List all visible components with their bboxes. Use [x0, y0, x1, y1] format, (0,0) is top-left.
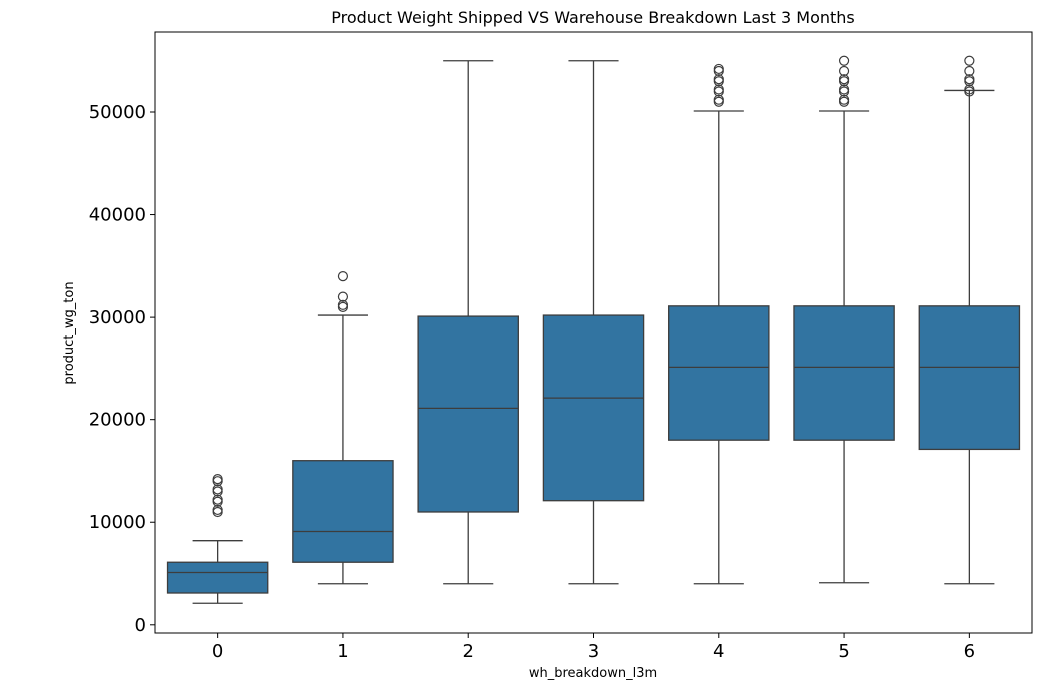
chart-title: Product Weight Shipped VS Warehouse Brea… — [331, 8, 855, 27]
outlier-point — [964, 65, 975, 77]
plot-area: 0 10000 20000 30000 40000 50000 0 1 2 3 4 5 6 — [89, 31, 1033, 662]
box-category-6 — [918, 305, 1021, 451]
outlier-point — [212, 474, 223, 485]
x-tick-label: 4 — [713, 641, 724, 662]
outlier-point — [838, 94, 850, 105]
box-category-1 — [292, 460, 394, 563]
x-tick-label: 2 — [462, 641, 473, 662]
outlier-point — [838, 55, 850, 66]
outlier-point — [838, 96, 850, 107]
outlier-point — [337, 301, 349, 312]
x-axis-label: wh_breakdown_l3m — [529, 666, 657, 681]
x-tick-label: 5 — [838, 641, 849, 662]
outlier-point — [713, 63, 724, 75]
box-category-5 — [793, 305, 895, 441]
outlier-point — [964, 74, 975, 85]
outlier-point — [713, 84, 724, 95]
outlier-point — [964, 55, 975, 66]
outlier-point — [713, 94, 724, 105]
outlier-point — [838, 84, 850, 95]
y-axis-label: product_wg_ton — [62, 281, 77, 384]
box-category-0 — [166, 561, 269, 594]
outlier-point — [713, 74, 724, 85]
outlier-point — [212, 506, 223, 518]
y-tick-label: 40000 — [89, 205, 146, 226]
outlier-point — [337, 291, 349, 302]
outlier-point — [964, 84, 975, 95]
outlier-point — [337, 299, 349, 310]
box-category-4 — [668, 305, 770, 441]
outlier-point — [212, 484, 223, 495]
outlier-point — [337, 270, 349, 282]
outlier-point — [838, 74, 850, 85]
y-tick-label: 0 — [135, 615, 146, 636]
x-tick-label: 6 — [964, 641, 975, 662]
box-category-2 — [417, 315, 519, 513]
y-tick-label: 10000 — [89, 512, 146, 533]
outlier-point — [713, 96, 724, 107]
box-category-3 — [542, 314, 645, 502]
outlier-point — [838, 65, 850, 77]
y-tick-label: 20000 — [89, 410, 146, 431]
x-tick-label: 1 — [337, 641, 348, 662]
outlier-point — [212, 494, 223, 505]
x-tick-label: 0 — [212, 641, 223, 662]
outlier-point — [212, 504, 223, 516]
y-tick-label: 30000 — [89, 307, 146, 328]
x-tick-label: 3 — [588, 641, 599, 662]
y-tick-label: 50000 — [89, 102, 146, 123]
